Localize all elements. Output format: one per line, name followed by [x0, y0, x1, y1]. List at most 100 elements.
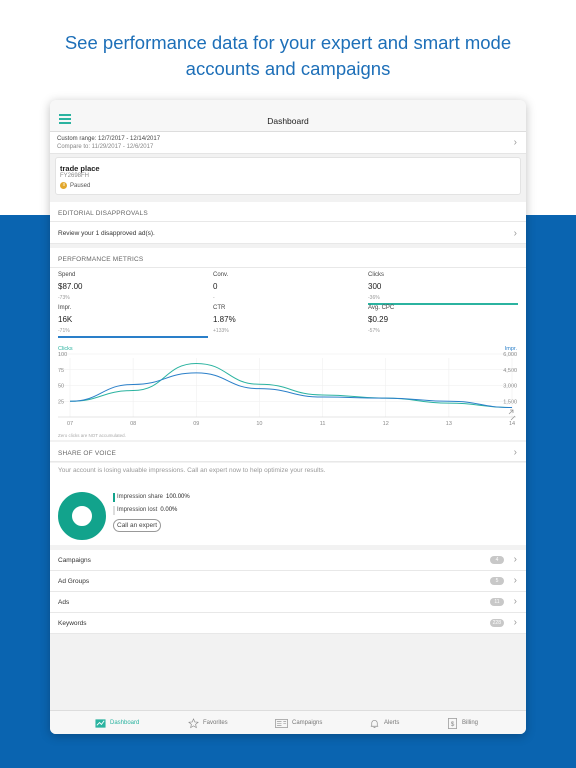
metric-value: 300: [368, 282, 382, 291]
share-of-voice-header[interactable]: SHARE OF VOICE ›: [50, 442, 526, 462]
account-card[interactable]: trade place FY2698FH ॥ Paused: [55, 157, 521, 195]
tab-label: Dashboard: [110, 720, 140, 726]
impression-share-label: Impression share: [117, 494, 164, 500]
performance-chart: Clicks Impr. 100 6,000 75 4,500 50 3,000 25 1,5…: [50, 343, 526, 440]
left-tick-label: 25: [58, 399, 64, 405]
tab-label: Campaigns: [292, 720, 323, 726]
menu-icon[interactable]: [59, 114, 71, 124]
campaigns-icon: [275, 718, 288, 728]
impression-share-value: 100.00%: [166, 494, 190, 500]
list-item-ads[interactable]: Ads 11 ›: [50, 592, 526, 613]
tab-dashboard[interactable]: Dashboard: [95, 715, 139, 731]
list-item-label: Ads: [58, 599, 70, 606]
metric-value: 1.87%: [213, 315, 236, 324]
right-tick-label: 6,000: [503, 352, 517, 358]
list-item-ad-groups[interactable]: Ad Groups 5 ›: [50, 571, 526, 592]
tab-label: Alerts: [384, 720, 400, 726]
chart-grid: 100 6,000 75 4,500 50 3,000 25 1,500 07 08 09 10 11 1…: [58, 352, 517, 427]
series-line-impr: [69, 372, 513, 409]
editorial-header-label: EDITORIAL DISAPPROVALS: [58, 210, 148, 217]
metric-label: CTR: [213, 305, 226, 311]
performance-header: PERFORMANCE METRICS: [50, 248, 526, 268]
metric-label: Conv.: [213, 272, 229, 278]
metric-spend[interactable]: Spend $87.00 -73%: [58, 272, 208, 301]
headline-line-1: See performance data for your expert and…: [64, 32, 512, 53]
right-tick-label: 4,500: [503, 368, 517, 374]
expand-icon[interactable]: [508, 409, 516, 421]
metric-value: $0.29: [368, 315, 389, 324]
x-tick-label: 12: [383, 421, 389, 427]
legend-swatch: [113, 506, 115, 515]
x-tick-label: 10: [256, 421, 262, 427]
tab-alerts[interactable]: Alerts: [369, 715, 399, 731]
x-tick-label: 11: [320, 421, 326, 427]
left-tick-label: 75: [58, 368, 64, 374]
left-tick-label: 50: [58, 384, 64, 390]
svg-text:$: $: [451, 720, 455, 727]
chevron-right-icon: ›: [513, 137, 517, 148]
count-badge: 228: [489, 619, 504, 627]
marketing-headline: See performance data for your expert and…: [0, 30, 576, 82]
count-badge: 11: [490, 598, 504, 606]
editorial-message-row[interactable]: Review your 1 disapproved ad(s). ›: [50, 222, 526, 244]
metric-avg-cpc[interactable]: Avg. CPC $0.29 -57%: [368, 305, 518, 334]
metric-clicks[interactable]: Clicks 300 -36%: [368, 272, 518, 305]
right-tick-label: 3,000: [503, 384, 517, 390]
call-expert-button[interactable]: Call an expert: [113, 519, 162, 532]
tab-label: Favorites: [203, 720, 228, 726]
impression-share-donut: [58, 492, 106, 540]
account-status: Paused: [70, 183, 91, 189]
share-of-voice-body: Your account is losing valuable impressi…: [50, 463, 526, 545]
impression-share-arc: [58, 492, 106, 540]
metrics-grid: Spend $87.00 -73% Conv. 0 - Clicks 300 -…: [50, 268, 526, 343]
list-item-campaigns[interactable]: Campaigns 4 ›: [50, 550, 526, 571]
impression-lost-value: 0.00%: [160, 507, 178, 513]
metric-conv[interactable]: Conv. 0 -: [213, 272, 363, 301]
legend-impression-share: Impression share 100.00%: [113, 493, 233, 503]
editorial-message: Review your 1 disapproved ad(s).: [58, 230, 155, 237]
billing-icon: $: [448, 717, 457, 729]
account-code: FY2698FH: [60, 173, 90, 179]
left-axis-label: Clicks: [58, 346, 73, 352]
legend-text: Impression share 100.00%: [117, 494, 190, 500]
x-tick-label: 08: [130, 421, 136, 427]
device-screen: Dashboard Custom range: 12/7/2017 - 12/1…: [50, 100, 526, 734]
chevron-right-icon: ›: [513, 617, 517, 628]
impression-lost-label: Impression lost: [117, 507, 158, 513]
chevron-right-icon: ›: [513, 228, 517, 239]
legend-text: Impression lost 0.00%: [117, 507, 177, 513]
editorial-header: EDITORIAL DISAPPROVALS: [50, 202, 526, 222]
pause-icon: ॥: [60, 182, 67, 189]
metric-label: Avg. CPC: [368, 305, 395, 311]
chevron-right-icon: ›: [513, 554, 517, 565]
legend-impression-lost: Impression lost 0.00%: [113, 506, 233, 516]
list-item-label: Keywords: [58, 620, 87, 627]
tab-label: Billing: [462, 720, 479, 726]
date-range-selector[interactable]: Custom range: 12/7/2017 - 12/14/2017 Com…: [50, 132, 526, 154]
headline-line-2: accounts and campaigns: [185, 58, 391, 79]
chevron-right-icon: ›: [513, 575, 517, 586]
performance-header-label: PERFORMANCE METRICS: [58, 256, 144, 263]
tab-campaigns[interactable]: Campaigns: [275, 715, 322, 731]
metric-selected-bar: [368, 303, 518, 305]
count-badge: 5: [490, 577, 504, 585]
metric-ctr[interactable]: CTR 1.87% +133%: [213, 305, 363, 334]
page-title: Dashboard: [267, 116, 309, 126]
chart-series: [69, 362, 513, 409]
list-item-keywords[interactable]: Keywords 228 ›: [50, 613, 526, 634]
metric-change: -73%: [58, 295, 70, 301]
right-tick-label: 1,500: [503, 399, 517, 405]
chevron-right-icon: ›: [513, 596, 517, 607]
x-tick-label: 14: [509, 421, 515, 427]
metric-impr[interactable]: Impr. 16K -71%: [58, 305, 208, 338]
tab-favorites[interactable]: Favorites: [188, 715, 228, 731]
share-of-voice-header-label: SHARE OF VOICE: [58, 450, 117, 457]
share-of-voice-message: Your account is losing valuable impressi…: [58, 467, 326, 474]
chevron-right-icon: ›: [513, 447, 517, 458]
tab-billing[interactable]: $ Billing: [447, 715, 478, 731]
line-chart: Clicks Impr. 100 6,000 75 4,500 50 3,000 25 1,5…: [58, 346, 517, 438]
metric-selected-bar: [58, 336, 208, 338]
bell-icon: [370, 719, 379, 728]
legend-swatch: [113, 493, 115, 502]
metric-value: 16K: [58, 315, 73, 324]
